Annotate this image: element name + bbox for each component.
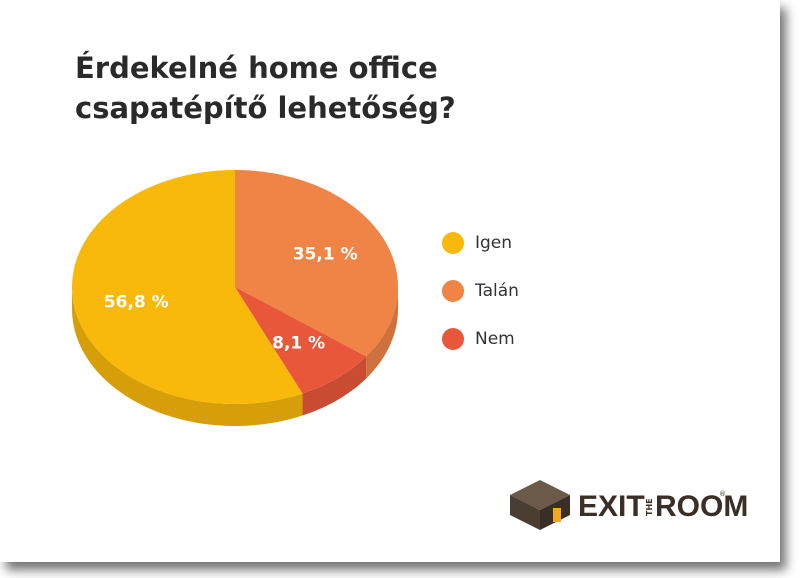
legend-swatch (442, 280, 464, 302)
logo-room: ROOM (655, 490, 748, 523)
logo-registered: ® (719, 490, 726, 498)
value-label: 8,1 % (272, 333, 325, 353)
legend-swatch (442, 328, 464, 350)
chart: EXIT THE ROOM ® 56,8 % 35,1 % 8,1 % Igen Tal… (72, 170, 748, 530)
pie-slice-side (72, 287, 303, 426)
pie-slice (235, 287, 367, 394)
legend-label: Igen (475, 233, 512, 253)
value-label: 35,1 % (293, 244, 358, 264)
legend-swatch (442, 232, 464, 254)
pie-slice (72, 170, 303, 404)
pie-sides (72, 287, 398, 426)
legend-label: Talán (474, 281, 519, 301)
logo-cube-left (510, 495, 540, 530)
pie-slice-top (72, 170, 303, 404)
chart-title: Érdekelné home office csapatépítő lehető… (75, 51, 456, 125)
card: Érdekelné home office csapatépítő lehető… (72, 51, 749, 530)
pie-slice-side (366, 287, 398, 379)
logo-the: THE (645, 498, 654, 516)
value-label: 56,8 % (104, 292, 169, 312)
logo-door (553, 508, 561, 522)
legend-label: Nem (475, 329, 515, 349)
pie-slice-top (235, 287, 367, 394)
logo: EXIT THE ROOM ® (510, 480, 748, 530)
pie-tops (72, 170, 398, 404)
pie-slice (235, 170, 398, 357)
pie-slice-top (235, 170, 398, 357)
logo-exit: EXIT (578, 490, 645, 523)
pie-slice-side (302, 356, 367, 416)
